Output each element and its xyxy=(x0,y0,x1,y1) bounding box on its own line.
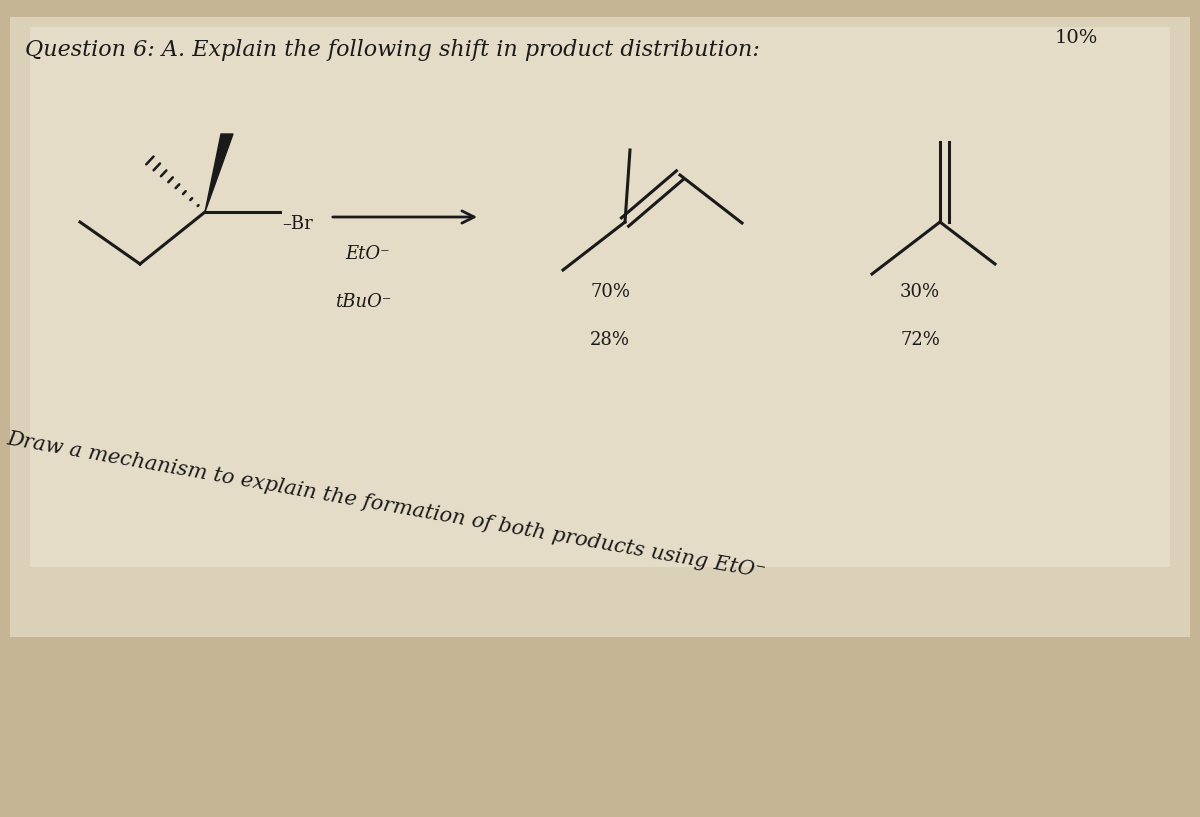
Text: 70%: 70% xyxy=(590,283,630,301)
Text: Draw a mechanism to explain the formation of both products using EtO⁻: Draw a mechanism to explain the formatio… xyxy=(5,430,767,582)
Text: Question 6: A. Explain the following shift in product distribution:: Question 6: A. Explain the following shi… xyxy=(25,39,760,61)
Text: tBuO⁻: tBuO⁻ xyxy=(335,293,391,311)
Polygon shape xyxy=(205,134,233,212)
FancyBboxPatch shape xyxy=(30,27,1170,567)
Text: EtO⁻: EtO⁻ xyxy=(346,245,390,263)
Text: 10%: 10% xyxy=(1055,29,1098,47)
FancyBboxPatch shape xyxy=(10,17,1190,637)
Text: –Br: –Br xyxy=(282,215,313,233)
Text: 30%: 30% xyxy=(900,283,940,301)
Text: 72%: 72% xyxy=(900,331,940,349)
Text: 28%: 28% xyxy=(590,331,630,349)
